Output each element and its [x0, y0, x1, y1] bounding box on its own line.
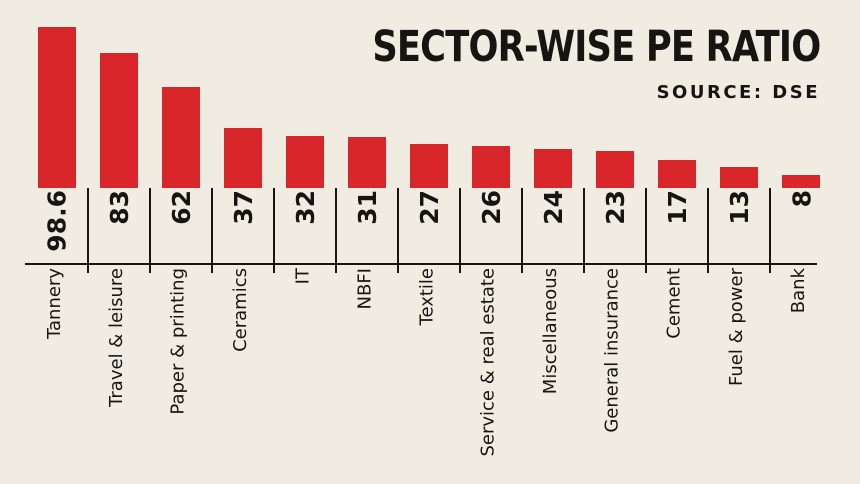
column-separator-tick — [273, 188, 275, 273]
bar-value-label: 23 — [601, 190, 630, 225]
column-separator-tick — [459, 188, 461, 273]
bar — [658, 160, 696, 188]
bar-value-label: 26 — [477, 190, 506, 225]
bar — [720, 167, 758, 188]
bar — [348, 137, 386, 188]
bar-value-label: 62 — [167, 190, 196, 225]
category-label: Travel & leisure — [106, 268, 127, 407]
bar — [410, 144, 448, 188]
category-label: Textile — [416, 268, 437, 326]
column-separator-tick — [397, 188, 399, 273]
chart-column: 31 NBFI — [336, 0, 399, 484]
bar-value-label: 27 — [415, 190, 444, 225]
bar — [472, 146, 510, 188]
column-separator-tick — [707, 188, 709, 273]
bar — [596, 151, 634, 188]
source-label: SOURCE: DSE — [656, 82, 820, 103]
bar — [224, 128, 262, 188]
chart-column: 32 IT — [274, 0, 337, 484]
chart-column: 23 General insurance — [584, 0, 647, 484]
column-separator-tick — [211, 188, 213, 273]
bar — [534, 149, 572, 188]
category-label: General insurance — [602, 268, 623, 433]
category-label: NBFI — [354, 268, 375, 310]
chart-columns: 98.6 Tannery 83 Travel & leisure 62 Paper & p… — [26, 0, 832, 484]
bar-value-label: 13 — [725, 190, 754, 225]
bar — [286, 136, 324, 188]
category-label: Miscellaneous — [540, 268, 561, 395]
bar-value-label: 24 — [539, 190, 568, 225]
chart-column: 17 Cement — [646, 0, 709, 484]
bar-value-label: 37 — [229, 190, 258, 225]
chart-column: 27 Textile — [398, 0, 461, 484]
bar-value-label: 31 — [353, 190, 382, 225]
category-label: Tannery — [44, 268, 65, 339]
category-label: Service & real estate — [478, 268, 499, 457]
category-label: Bank — [788, 268, 809, 314]
category-label: Fuel & power — [726, 268, 747, 386]
bar-value-label: 32 — [291, 190, 320, 225]
column-separator-tick — [645, 188, 647, 273]
bar-value-label: 8 — [787, 190, 816, 208]
chart-column: 8 Bank — [770, 0, 832, 484]
category-label: Cement — [664, 268, 685, 339]
bar-value-label: 17 — [663, 190, 692, 225]
column-separator-tick — [583, 188, 585, 273]
column-separator-tick — [149, 188, 151, 273]
bar — [162, 87, 200, 188]
bar-value-label: 98.6 — [43, 190, 72, 252]
bar — [100, 53, 138, 188]
bar — [782, 175, 820, 188]
chart-column: 98.6 Tannery — [26, 0, 89, 484]
chart-column: 62 Paper & printing — [150, 0, 213, 484]
bar-value-label: 83 — [105, 190, 134, 225]
column-separator-tick — [87, 188, 89, 273]
chart-column: 26 Service & real estate — [460, 0, 523, 484]
x-axis-line — [25, 263, 817, 265]
bar — [38, 27, 76, 188]
category-label: Paper & printing — [168, 268, 189, 415]
chart-column: 24 Miscellaneous — [522, 0, 585, 484]
category-label: IT — [292, 268, 313, 285]
chart-column: 83 Travel & leisure — [88, 0, 151, 484]
chart-column: 37 Ceramics — [212, 0, 275, 484]
column-separator-tick — [335, 188, 337, 273]
column-separator-tick — [521, 188, 523, 273]
chart-column: 13 Fuel & power — [708, 0, 771, 484]
column-separator-tick — [769, 188, 771, 273]
category-label: Ceramics — [230, 268, 251, 352]
chart-title: SECTOR-WISE PE RATIO — [371, 22, 821, 72]
